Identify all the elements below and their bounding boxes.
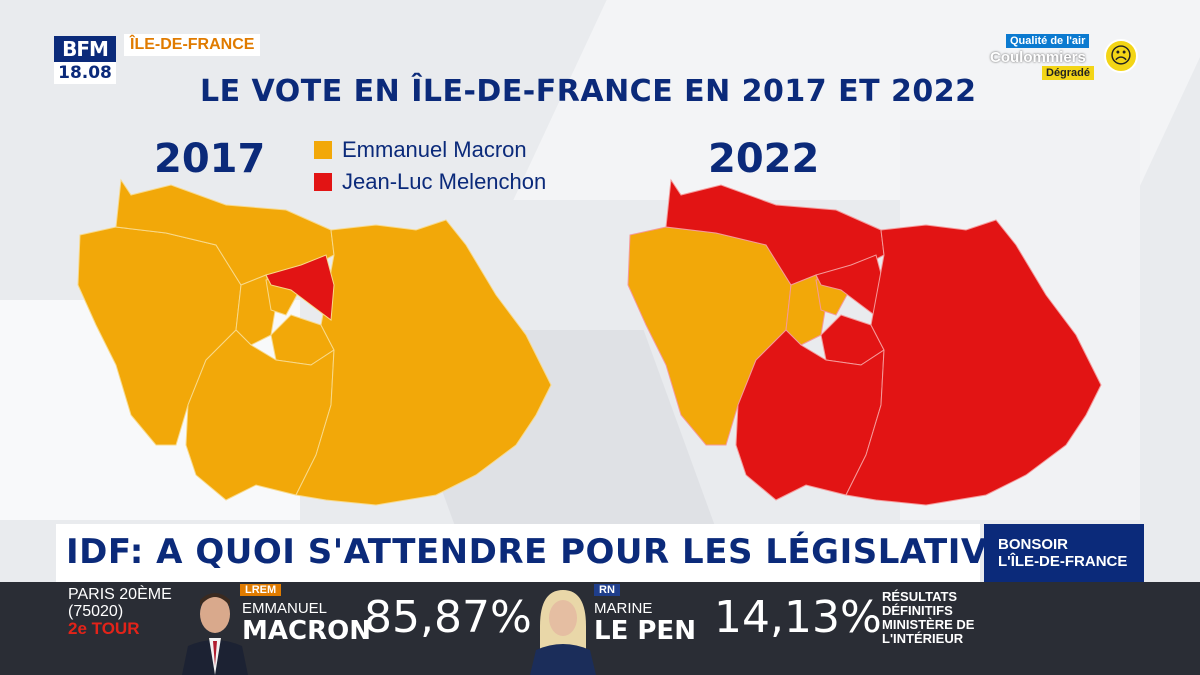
location-code: (75020) [68,603,124,620]
candidate-last-name: MACRON [242,616,371,646]
sad-face-icon: ☹ [1104,39,1138,73]
note-line: DÉFINITIFS [882,603,953,618]
results-location: PARIS 20ÈME (75020) 2e TOUR [68,586,172,637]
candidate-photo-macron [182,586,248,675]
map-2022 [627,178,1102,506]
air-quality-city: Coulommiers [990,49,1086,66]
map-region-seine-saint-denis [265,254,335,321]
legend-item-melenchon: Jean-Luc Melenchon [314,166,546,198]
legend-item-macron: Emmanuel Macron [314,134,546,166]
show-name-line2: L'ÎLE-DE-FRANCE [998,553,1128,570]
note-line: RÉSULTATS [882,589,958,604]
region-tag: ÎLE-DE-FRANCE [124,34,261,56]
map-region-seine-et-marne [845,219,1102,506]
candidate-first-name: MARINE [594,600,653,617]
map-2017 [77,178,552,506]
map-legend: Emmanuel Macron Jean-Luc Melenchon [314,134,546,198]
candidate-percentage: 85,87% [364,592,532,643]
note-line: MINISTÈRE DE [882,617,975,632]
air-quality-status: Dégradé [1042,66,1095,80]
party-badge: LREM [240,584,282,596]
location-name: PARIS 20ÈME [68,586,172,603]
party-badge: RN [594,584,620,596]
show-name-tag: BONSOIR L'ÎLE-DE-FRANCE [984,524,1144,582]
legend-swatch [314,141,332,159]
air-quality-title: Qualité de l'air [1006,34,1090,48]
map-region-seine-et-marne [295,219,552,506]
channel-logo: BFM 18.08 [54,36,116,84]
round-label: 2e TOUR [68,619,140,638]
year-label-left: 2017 [154,136,266,182]
note-line: L'INTÉRIEUR [882,631,964,646]
headline-banner: IDF: A QUOI S'ATTENDRE POUR LES LÉGISLAT… [56,524,1068,582]
legend-label: Jean-Luc Melenchon [342,169,547,194]
legend-label: Emmanuel Macron [342,137,527,162]
candidate-last-name: LE PEN [594,616,696,646]
clock-time: 18.08 [54,62,116,84]
candidate-first-name: EMMANUEL [242,600,328,617]
results-ticker: PARIS 20ÈME (75020) 2e TOUR LREM EMMANUE… [0,582,1200,675]
year-label-right: 2022 [708,136,820,182]
air-quality-widget: Qualité de l'air Coulommiers Dégradé ☹ [990,34,1140,82]
page-title: LE VOTE EN ÎLE-DE-FRANCE EN 2017 ET 2022 [200,74,977,109]
candidate-percentage: 14,13% [714,592,882,643]
results-source-note: RÉSULTATS DÉFINITIFS MINISTÈRE DE L'INTÉ… [882,590,974,646]
show-name-line1: BONSOIR [998,536,1069,553]
headline-text: IDF: A QUOI S'ATTENDRE POUR LES LÉGISLAT… [66,532,1069,572]
logo-brand: BFM [54,36,116,62]
candidate-photo-le-pen [530,586,596,675]
legend-swatch [314,173,332,191]
